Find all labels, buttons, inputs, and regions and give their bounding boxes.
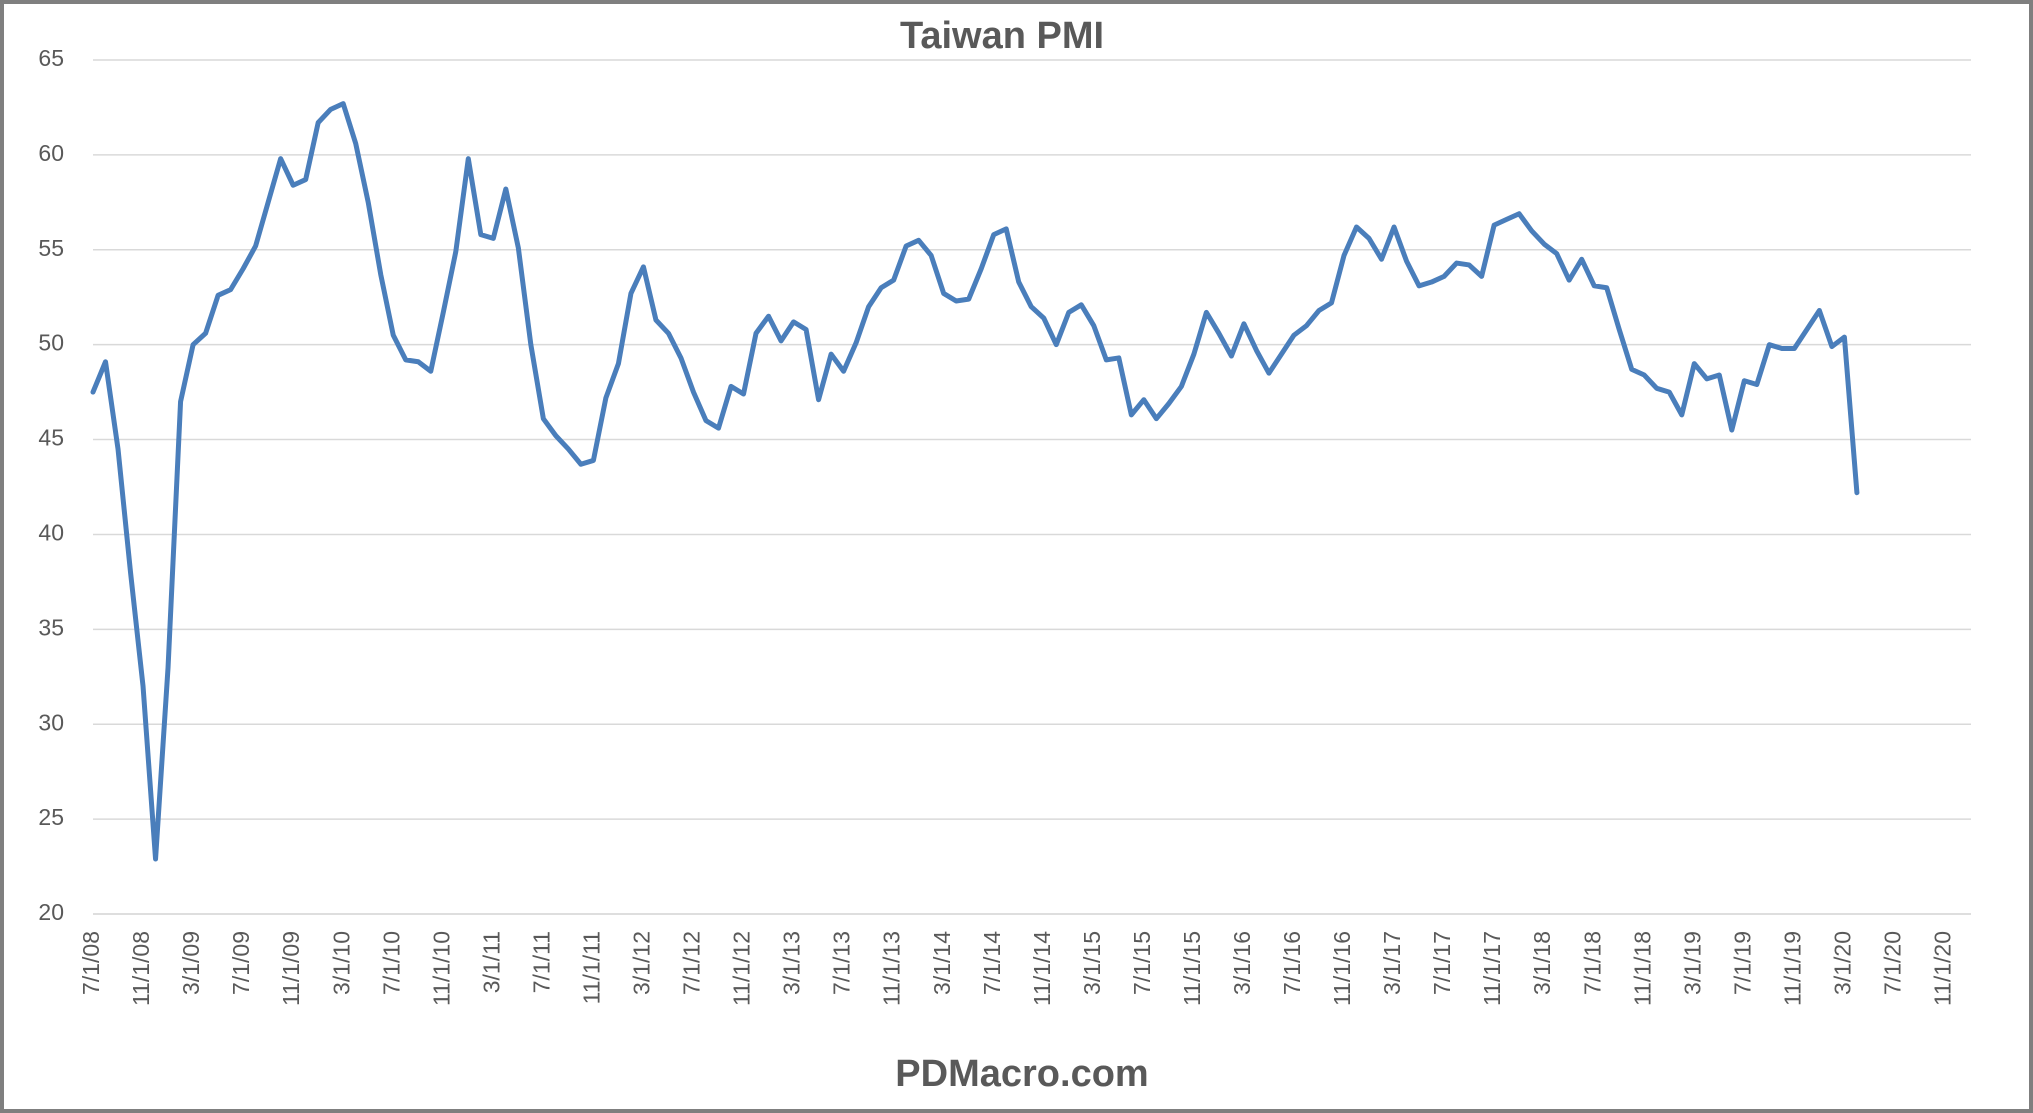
x-tick-label: 7/1/09	[228, 931, 254, 995]
y-tick-label: 35	[38, 614, 64, 640]
x-tick-label: 7/1/20	[1880, 931, 1906, 995]
x-tick-label: 11/1/12	[729, 931, 755, 1006]
x-tick-label: 11/1/17	[1479, 931, 1505, 1006]
x-tick-label: 3/1/13	[779, 931, 805, 995]
x-tick-label: 11/1/18	[1629, 931, 1655, 1006]
x-tick-label: 7/1/18	[1579, 931, 1605, 995]
y-tick-label: 30	[38, 709, 64, 735]
x-tick-label: 11/1/11	[578, 931, 604, 1004]
y-tick-label: 40	[38, 520, 64, 546]
x-tick-label: 11/1/20	[1930, 931, 1956, 1006]
x-tick-label: 11/1/15	[1179, 931, 1205, 1006]
y-tick-label: 20	[38, 899, 64, 925]
x-tick-label: 3/1/12	[629, 931, 655, 995]
x-tick-label: 7/1/16	[1279, 931, 1305, 995]
y-tick-label: 45	[38, 425, 64, 451]
x-tick-label: 11/1/16	[1329, 931, 1355, 1006]
x-tick-label: 3/1/11	[478, 931, 504, 993]
y-tick-label: 65	[38, 45, 64, 71]
x-tick-label: 7/1/08	[78, 931, 104, 995]
x-tick-label: 3/1/16	[1229, 931, 1255, 995]
chart-title: Taiwan PMI	[900, 15, 1104, 57]
x-tick-label: 3/1/10	[328, 931, 354, 995]
x-tick-label: 7/1/15	[1129, 931, 1155, 995]
x-tick-label: 7/1/11	[528, 931, 554, 993]
x-tick-label: 7/1/14	[979, 931, 1005, 995]
x-tick-label: 7/1/13	[829, 931, 855, 995]
x-tick-label: 11/1/19	[1779, 931, 1805, 1006]
x-tick-label: 3/1/19	[1679, 931, 1705, 995]
x-tick-label: 11/1/13	[879, 931, 905, 1006]
chart-footer: PDMacro.com	[895, 1053, 1148, 1095]
x-tick-label: 11/1/10	[428, 931, 454, 1006]
x-tick-label: 3/1/09	[178, 931, 204, 995]
x-tick-label: 3/1/15	[1079, 931, 1105, 995]
y-tick-label: 60	[38, 140, 64, 166]
x-tick-label: 7/1/10	[378, 931, 404, 995]
x-tick-label: 3/1/20	[1829, 931, 1855, 995]
y-tick-label: 55	[38, 235, 64, 261]
x-tick-label: 11/1/14	[1029, 931, 1055, 1006]
x-tick-label: 7/1/12	[679, 931, 705, 995]
y-tick-label: 25	[38, 804, 64, 830]
x-tick-label: 11/1/08	[128, 931, 154, 1006]
x-tick-label: 7/1/17	[1429, 931, 1455, 995]
x-tick-label: 3/1/14	[929, 931, 955, 995]
data-line	[90, 101, 1860, 862]
y-tick-label: 50	[38, 330, 64, 356]
x-tick-label: 11/1/09	[278, 931, 304, 1006]
x-tick-label: 7/1/19	[1729, 931, 1755, 995]
x-tick-label: 3/1/17	[1379, 931, 1405, 995]
x-tick-label: 3/1/18	[1529, 931, 1555, 995]
